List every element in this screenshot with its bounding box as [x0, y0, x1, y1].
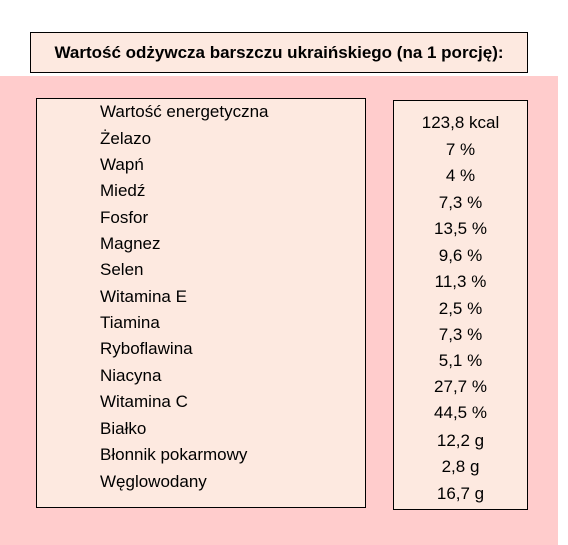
- nutrient-value-vitamin-e: 2,5 %: [438, 299, 483, 318]
- nutrient-value-riboflavin: 5,1 %: [438, 351, 483, 370]
- nutrient-value-iron: 7 %: [445, 140, 476, 159]
- nutrient-name-magnesium: Magnez: [100, 234, 161, 253]
- nutrient-names-box: Wartość energetyczna Żelazo Wapń Miedź F…: [36, 98, 366, 508]
- nutrient-name-energy: Wartość energetyczna: [100, 102, 269, 121]
- nutrient-name-copper: Miedź: [100, 181, 146, 200]
- nutrient-value-fiber: 2,8 g: [441, 457, 480, 476]
- page-title: Wartość odżywcza barszczu ukraińskiego (…: [54, 42, 504, 62]
- nutrient-name-vitamin-c: Witamina C: [100, 392, 188, 411]
- nutrient-name-phosphorus: Fosfor: [100, 208, 149, 227]
- nutrient-value-vitamin-c: 44,5 %: [434, 403, 487, 422]
- nutrient-value-selenium: 11,3 %: [434, 272, 487, 291]
- nutrient-values-box: 123,8 kcal 7 % 4 % 7,3 % 13,5 % 9,6 % 11…: [393, 100, 528, 510]
- nutrient-name-protein: Białko: [100, 419, 147, 438]
- nutrient-value-calcium: 4 %: [445, 166, 476, 185]
- nutrient-value-magnesium: 9,6 %: [438, 246, 483, 265]
- nutrient-name-fiber: Błonnik pokarmowy: [100, 445, 248, 464]
- nutrient-value-protein: 12,2 g: [436, 431, 485, 450]
- nutrient-name-calcium: Wapń: [100, 155, 144, 174]
- nutrient-name-vitamin-e: Witamina E: [100, 287, 187, 306]
- right-margin-strip: [558, 0, 568, 545]
- nutrient-name-carbs: Węglowodany: [100, 472, 207, 491]
- nutrient-value-copper: 7,3 %: [438, 193, 483, 212]
- nutrient-value-thiamine: 7,3 %: [438, 325, 483, 344]
- nutrient-name-iron: Żelazo: [100, 129, 152, 148]
- nutrient-name-niacin: Niacyna: [100, 366, 162, 385]
- nutrient-value-phosphorus: 13,5 %: [434, 219, 487, 238]
- nutrient-name-riboflavin: Ryboflawina: [100, 339, 193, 358]
- nutrient-value-carbs: 16,7 g: [436, 484, 485, 503]
- nutrient-value-niacin: 27,7 %: [434, 377, 487, 396]
- nutrient-name-thiamine: Tiamina: [100, 313, 160, 332]
- nutrient-value-energy: 123,8 kcal: [421, 113, 500, 132]
- nutrient-name-selenium: Selen: [100, 260, 144, 279]
- title-box: Wartość odżywcza barszczu ukraińskiego (…: [30, 32, 528, 73]
